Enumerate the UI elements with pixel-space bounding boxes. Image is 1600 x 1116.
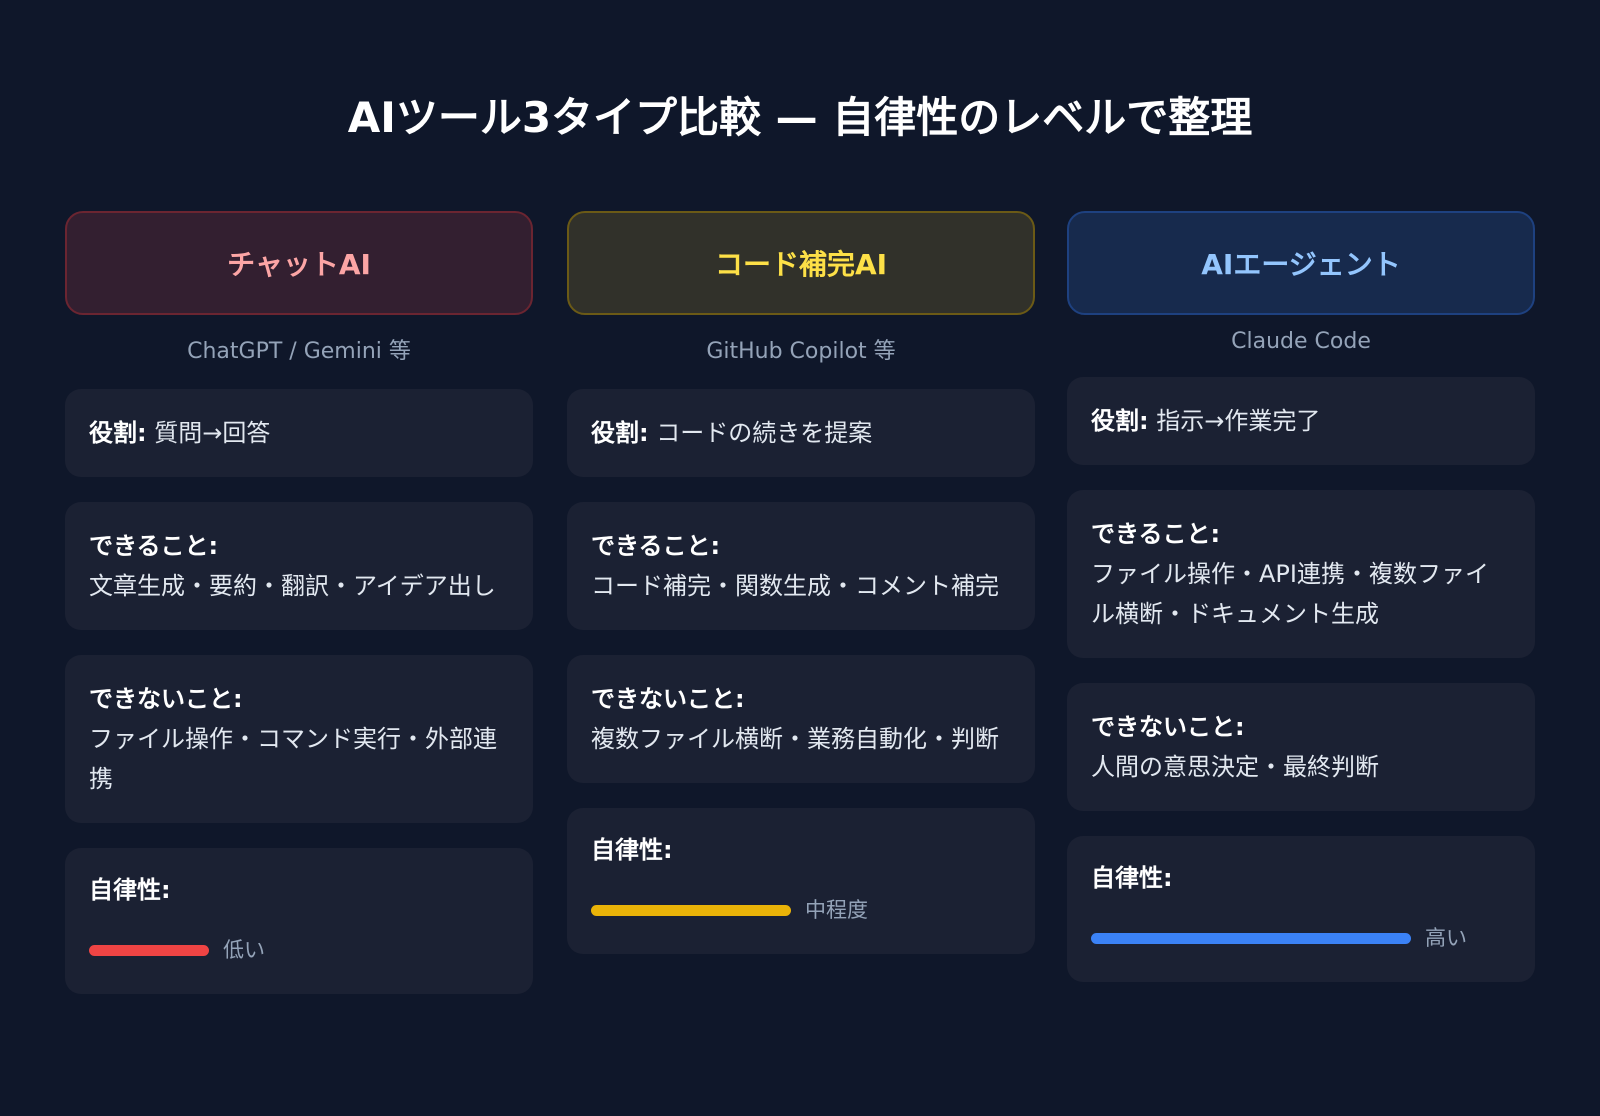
- role-label: 役割:: [591, 419, 649, 447]
- can-do-card: できること: コード補完・関数生成・コメント補完: [567, 502, 1035, 630]
- can-do-label: できること:: [591, 532, 721, 560]
- can-do-card: できること: 文章生成・要約・翻訳・アイデア出し: [65, 502, 533, 630]
- role-card: 役割: コードの続きを提案: [567, 389, 1035, 477]
- can-do-card: できること: ファイル操作・API連携・複数ファイル横断・ドキュメント生成: [1067, 490, 1535, 658]
- cannot-do-label: できないこと:: [591, 685, 745, 713]
- cannot-do-text: 複数ファイル横断・業務自動化・判断: [591, 725, 999, 753]
- cannot-do-label: できないこと:: [89, 685, 243, 713]
- examples: ChatGPT / Gemini 等: [187, 339, 411, 364]
- role-label: 役割:: [89, 419, 147, 447]
- can-do-label: できること:: [1091, 520, 1221, 548]
- autonomy-level: 中程度: [805, 898, 868, 922]
- role-text: 質問→回答: [154, 419, 271, 447]
- autonomy-card: 自律性: 低い: [65, 848, 533, 994]
- cannot-do-card: できないこと: ファイル操作・コマンド実行・外部連携: [65, 655, 533, 823]
- can-do-label: できること:: [89, 532, 219, 560]
- autonomy-card: 自律性: 高い: [1067, 836, 1535, 982]
- autonomy-card: 自律性: 中程度: [567, 808, 1035, 954]
- examples: GitHub Copilot 等: [706, 339, 896, 364]
- autonomy-label: 自律性:: [1091, 864, 1173, 892]
- autonomy-bar: [89, 944, 209, 956]
- cannot-do-text: 人間の意思決定・最終判断: [1091, 753, 1379, 781]
- role-card: 役割: 指示→作業完了: [1067, 377, 1535, 465]
- autonomy-level: 低い: [223, 938, 265, 962]
- autonomy-label: 自律性:: [591, 836, 673, 864]
- column-code-completion-ai: コード補完AI GitHub Copilot 等 役割: コードの続きを提案でき…: [567, 211, 1035, 979]
- autonomy-bar: [591, 904, 791, 916]
- role-card: 役割: 質問→回答: [65, 389, 533, 477]
- can-do-text: 文章生成・要約・翻訳・アイデア出し: [89, 572, 496, 600]
- column-chat-ai: チャットAI ChatGPT / Gemini 等 役割: 質問→回答できること…: [65, 211, 533, 1019]
- examples: Claude Code: [1231, 329, 1371, 354]
- role-text: 指示→作業完了: [1156, 407, 1321, 435]
- can-do-text: ファイル操作・API連携・複数ファイル横断・ドキュメント生成: [1091, 560, 1489, 628]
- can-do-text: コード補完・関数生成・コメント補完: [591, 572, 999, 600]
- role-label: 役割:: [1091, 407, 1149, 435]
- cannot-do-card: できないこと: 複数ファイル横断・業務自動化・判断: [567, 655, 1035, 783]
- column-header: チャットAI: [65, 211, 533, 315]
- autonomy-level: 高い: [1425, 926, 1467, 950]
- page-title: AIツール3タイプ比較 — 自律性のレベルで整理: [347, 93, 1253, 142]
- column-header: コード補完AI: [567, 211, 1035, 315]
- autonomy-bar: [1091, 932, 1411, 944]
- autonomy-label: 自律性:: [89, 876, 171, 904]
- cannot-do-text: ファイル操作・コマンド実行・外部連携: [89, 725, 497, 793]
- cannot-do-label: できないこと:: [1091, 713, 1245, 741]
- role-text: コードの続きを提案: [656, 419, 873, 447]
- column-header: AIエージェント: [1067, 211, 1535, 315]
- cannot-do-card: できないこと: 人間の意思決定・最終判断: [1067, 683, 1535, 811]
- column-ai-agent: AIエージェント Claude Code 役割: 指示→作業完了できること: ファ…: [1067, 211, 1535, 1007]
